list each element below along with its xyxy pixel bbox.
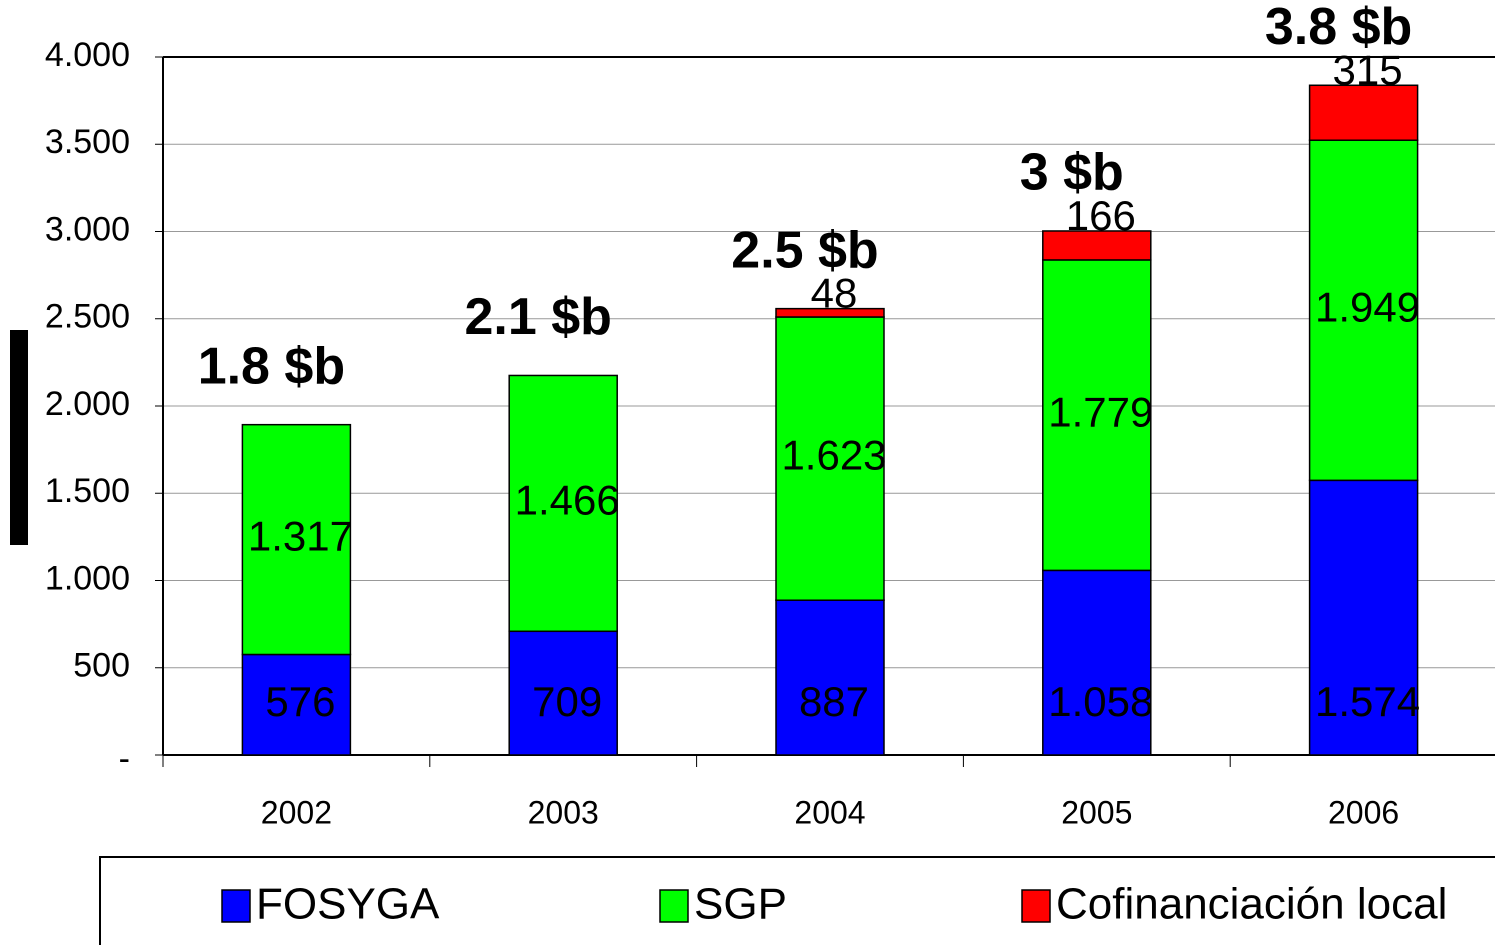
bar-segment — [1042, 569, 1152, 756]
legend-swatch — [221, 889, 251, 923]
bar-segment — [775, 307, 885, 318]
x-tick-label: 2002 — [261, 794, 332, 830]
value-label: 1.779 — [1048, 388, 1153, 435]
bar-segment — [1042, 230, 1152, 261]
y-tick-label: - — [119, 740, 130, 778]
y-tick-label: 1.000 — [45, 559, 130, 597]
value-label: 887 — [799, 678, 869, 725]
total-annotation: 1.8 $b — [198, 337, 345, 395]
x-tick-label: 2004 — [794, 794, 865, 830]
value-label: 48 — [811, 270, 858, 317]
value-label: 709 — [532, 678, 602, 725]
value-label: 1.466 — [515, 476, 620, 523]
bar-segment — [1308, 479, 1419, 756]
bar-segment — [1308, 139, 1419, 482]
y-tick-label: 2.000 — [45, 385, 130, 423]
bar-segment — [241, 423, 352, 656]
total-annotation: 3 $b — [1020, 144, 1124, 202]
x-tick-label: 2003 — [528, 794, 599, 830]
legend-label: Cofinanciación local — [1056, 880, 1447, 929]
bar-segment — [508, 630, 618, 756]
y-tick-label: 2.500 — [45, 298, 130, 336]
legend-label: FOSYGA — [256, 880, 440, 929]
legend-box — [99, 856, 1495, 945]
y-tick-label: 500 — [73, 647, 130, 685]
legend-swatch — [659, 889, 689, 923]
bar-segment — [775, 316, 885, 601]
bar-segment — [508, 374, 618, 633]
x-tick-label: 2006 — [1328, 794, 1399, 830]
value-label: 1.574 — [1315, 678, 1420, 725]
legend-swatch — [1021, 889, 1051, 923]
y-tick-label: 3.500 — [45, 123, 130, 161]
value-label: 1.058 — [1048, 678, 1153, 725]
value-label: 315 — [1333, 46, 1403, 93]
bar-segment — [241, 653, 352, 756]
legend-label: SGP — [694, 880, 787, 929]
bar-segment — [1308, 84, 1419, 141]
total-annotation: 3.8 $b — [1265, 0, 1412, 56]
value-label: 576 — [265, 678, 335, 725]
value-label: 1.317 — [248, 513, 353, 560]
side-bar — [10, 330, 28, 545]
y-tick-label: 1.500 — [45, 472, 130, 510]
total-annotation: 2.1 $b — [464, 288, 611, 346]
total-annotation: 2.5 $b — [731, 221, 878, 279]
value-label: 166 — [1066, 192, 1136, 239]
x-tick-label: 2005 — [1061, 794, 1132, 830]
value-label: 1.949 — [1315, 283, 1420, 330]
y-tick-label: 4.000 — [45, 36, 130, 74]
value-label: 1.623 — [781, 432, 886, 479]
y-tick-label: 3.000 — [45, 210, 130, 248]
